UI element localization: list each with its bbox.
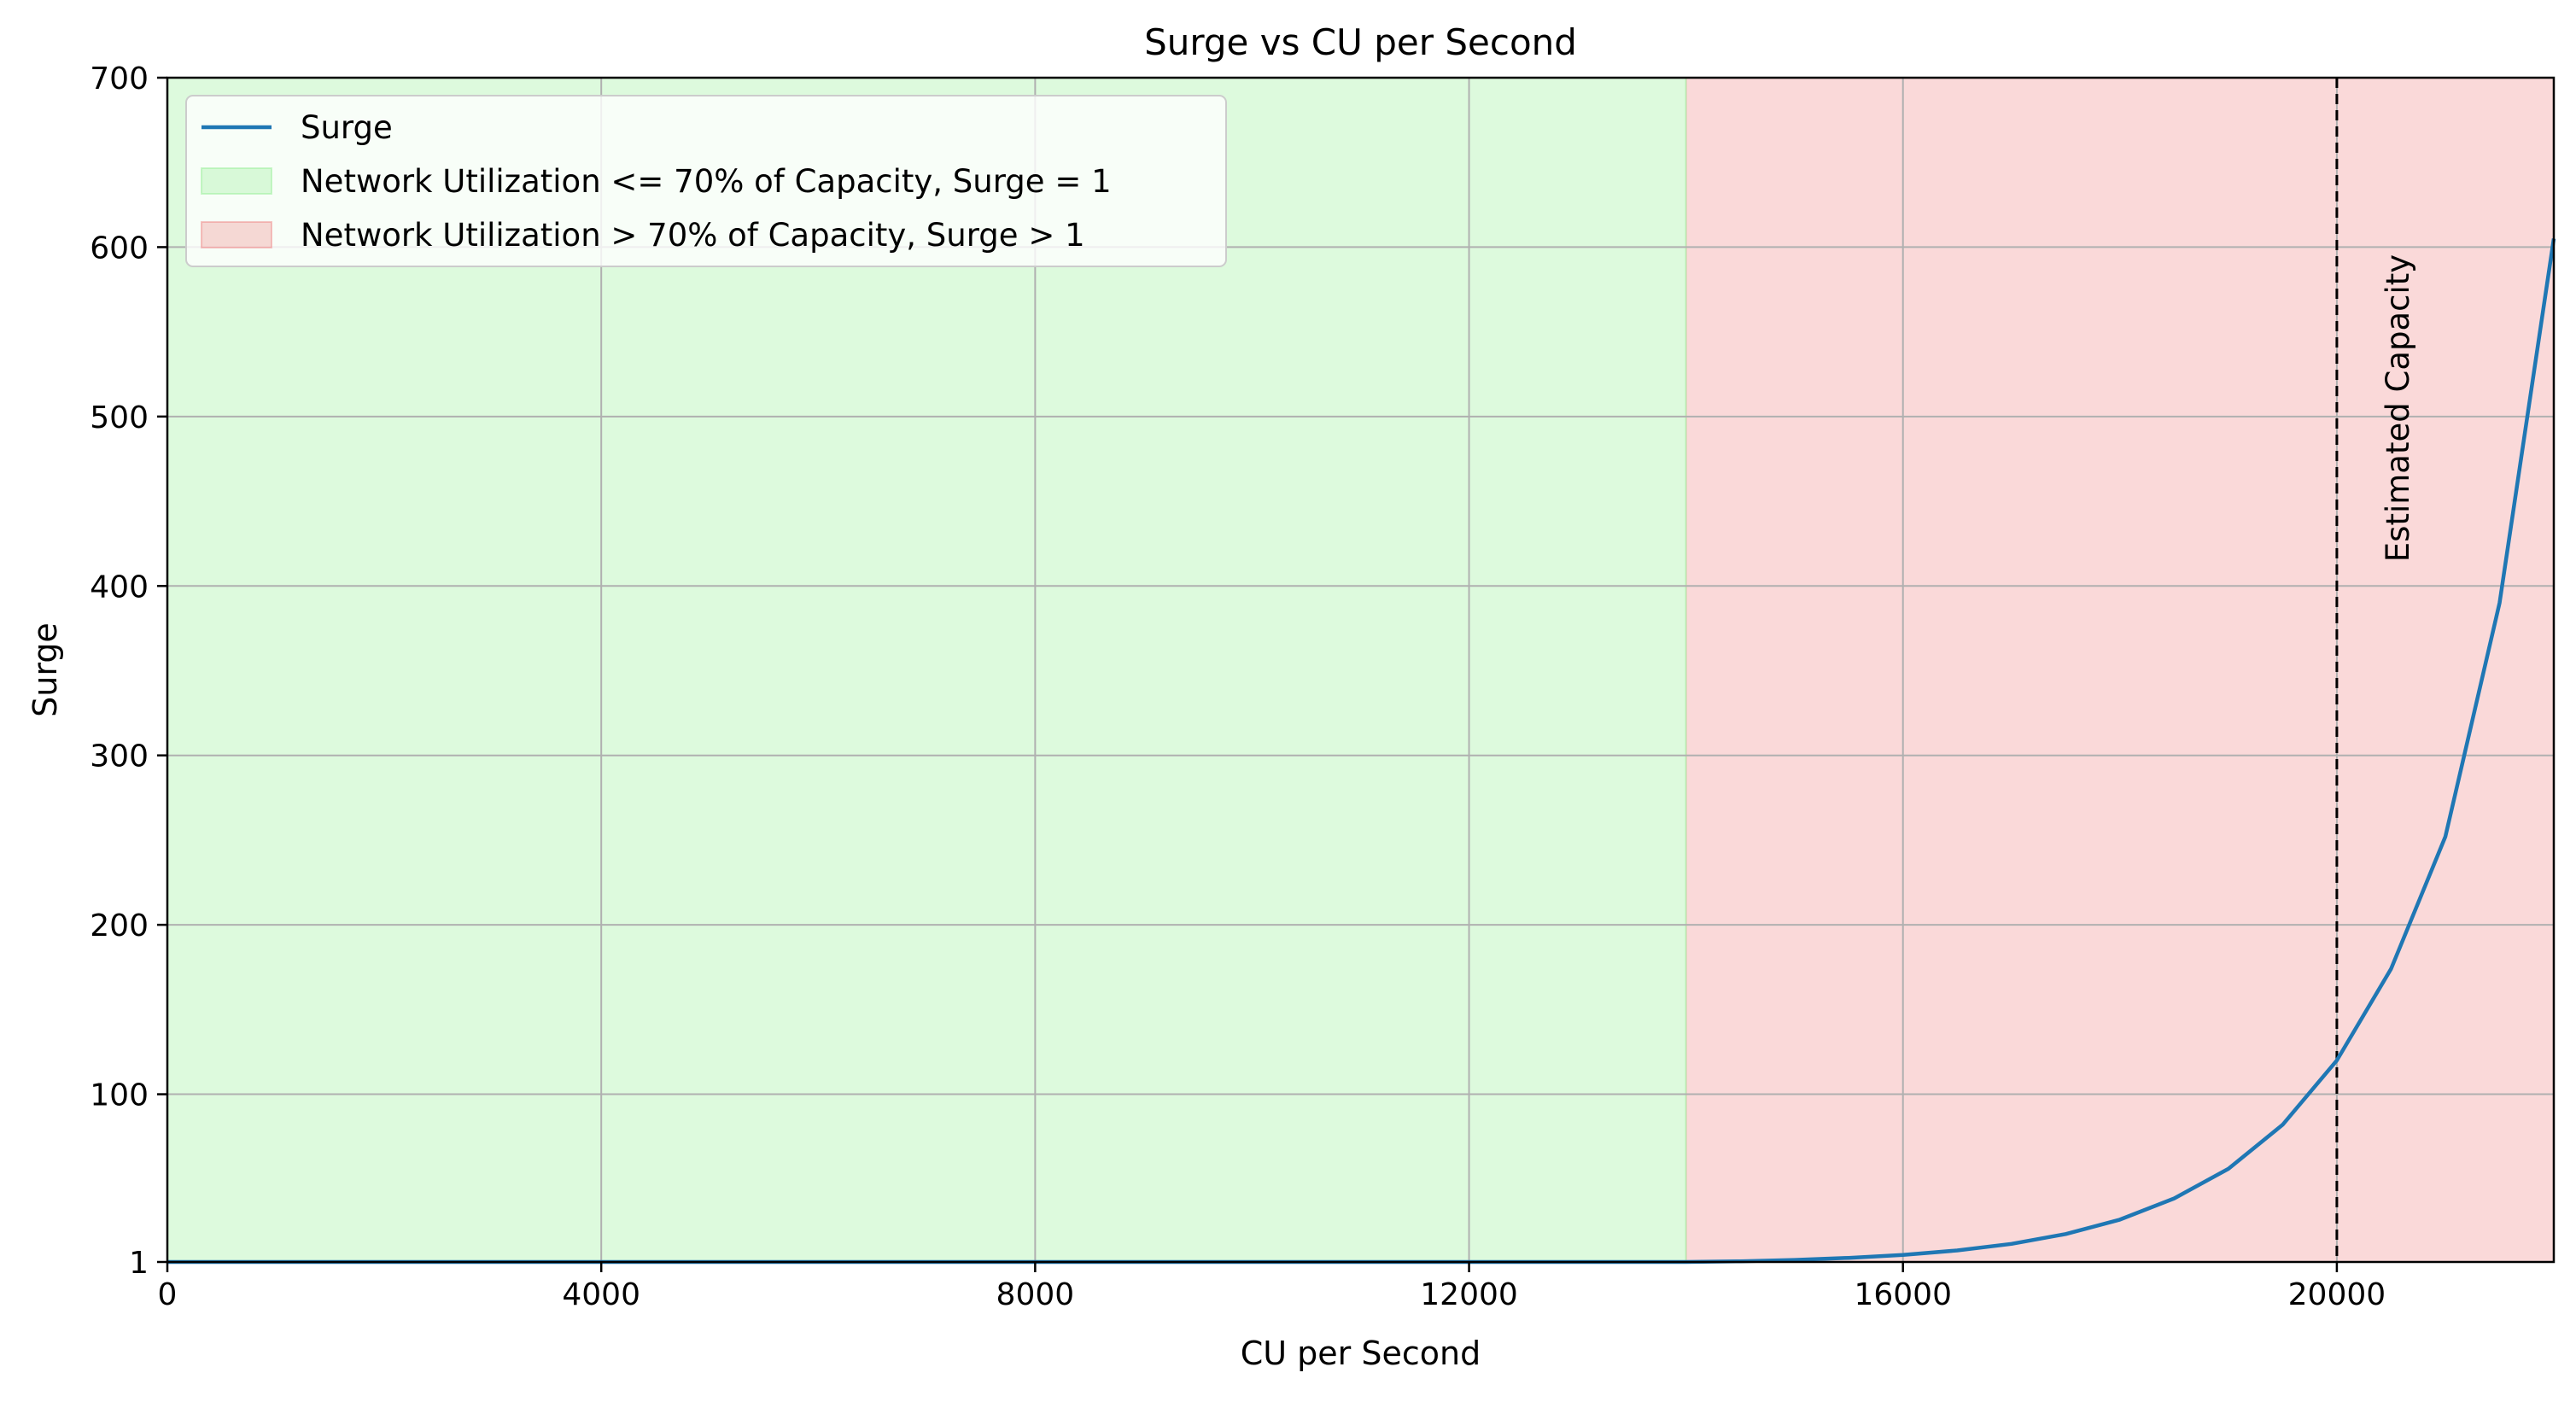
y-tick-label: 700 xyxy=(90,61,149,96)
chart-title: Surge vs CU per Second xyxy=(1144,21,1577,63)
y-tick-label: 1 xyxy=(129,1246,149,1281)
x-tick-label: 4000 xyxy=(562,1277,640,1312)
y-tick-label: 300 xyxy=(90,739,149,774)
legend-swatch xyxy=(201,221,272,248)
y-tick-label: 600 xyxy=(90,231,149,266)
series-line-surge xyxy=(167,238,2556,1265)
x-tick-label: 16000 xyxy=(1854,1277,1952,1312)
region-below-threshold xyxy=(167,78,1686,1262)
legend-item-above-threshold: Network Utilization > 70% of Capacity, S… xyxy=(301,217,1085,254)
legend: Surge Network Utilization <= 70% of Capac… xyxy=(185,95,1227,267)
series-layer xyxy=(167,238,2556,1265)
legend-box xyxy=(185,95,1227,267)
legend-swatch xyxy=(201,167,272,195)
x-axis-label: CU per Second xyxy=(1241,1335,1481,1372)
capacity-reference-label: Estimated Capacity xyxy=(2380,254,2416,562)
y-axis-label: Surge xyxy=(26,622,64,717)
x-tick-label: 20000 xyxy=(2288,1277,2386,1312)
y-tick-label: 100 xyxy=(90,1078,149,1113)
plot-frame xyxy=(166,76,2556,1264)
legend-item-below-threshold: Network Utilization <= 70% of Capacity, … xyxy=(301,163,1112,200)
x-tick-label: 8000 xyxy=(996,1277,1075,1312)
y-tick-label: 500 xyxy=(90,400,149,435)
x-tick-label: 12000 xyxy=(1420,1277,1518,1312)
legend-item-surge: Surge xyxy=(301,109,393,146)
y-tick-label: 400 xyxy=(90,570,149,605)
region-above-threshold xyxy=(1685,78,2554,1262)
y-tick-label: 200 xyxy=(90,908,149,943)
x-tick-label: 0 xyxy=(158,1277,178,1312)
region-layer xyxy=(167,78,2555,1262)
tick-layer: 0 4000 8000 12000 16000 20000 1 100 200 300 400 500… xyxy=(90,61,2386,1312)
